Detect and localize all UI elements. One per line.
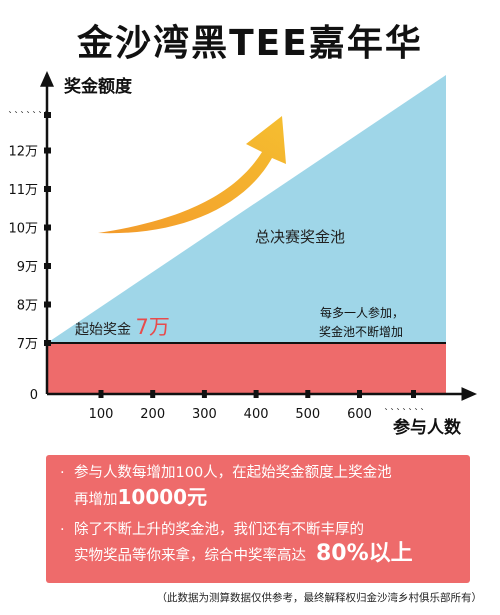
x-axis-label: 参与人数 [393,417,462,438]
x-tick-mark [201,390,207,398]
y-tick-mark [44,112,51,118]
x-tick-label: 600 [347,407,372,422]
area-label: 总决赛奖金池 [255,228,345,246]
info-text-1: 参与人数每增加100人，在起始奖金额度上奖金池 [74,465,392,481]
x-tick-label: 200 [140,407,165,422]
x-tick-mark [150,390,156,398]
y-tick-label: 7万 [17,337,38,352]
bullet: · [60,465,65,481]
y-axis-label: 奖金额度 [64,76,133,97]
x-tick-label: 300 [192,407,217,422]
y-tick-label: 10万 [8,222,38,237]
info-line-4: 实物奖品等你来拿，综合中奖率高达 80%以上 [60,542,460,568]
y-tick-label: 12万 [8,145,38,160]
footnote: （此数据为测算数据仅供参考，最终解释权归金沙湾乡村俱乐部所有） [156,592,483,604]
prize-chart: 0 7万 8万 9万 10万 11万 12万 100 200 300 400 500 600 奖金额度… [8,71,477,438]
note-line-1: 每多一人参加， [320,305,404,320]
x-tick-mark [98,390,104,398]
y-tick-mark [44,340,51,346]
growth-arrow [98,116,286,234]
y-tick-label: 9万 [17,260,38,275]
bullet: · [60,522,65,538]
x-tick-mark [253,390,259,398]
x-tick-mark [357,390,362,398]
base-label: 起始奖金 7万 [75,315,170,339]
y-tick-mark [44,263,51,269]
y-tick-mark [44,186,51,192]
base-prize-area [47,343,446,394]
note-line-2: 奖金池不断增加 [319,324,403,339]
y-tick-mark [44,147,51,154]
info-text-4: 实物奖品等你来拿，综合中奖率高达 [74,548,306,564]
info-amount: 10000元 [117,485,208,509]
y-tick-mark [44,224,51,231]
x-tick-label: 100 [89,407,114,422]
info-text-2: 再增加 [74,492,118,508]
x-tick-mark [411,390,416,398]
x-tick-mark [305,390,311,398]
base-label-amount: 7万 [135,315,169,339]
info-line-3: · 除了不断上升的奖金池，我们还有不断丰厚的 [60,518,460,542]
page-title: 金沙湾黑TEE嘉年华 [77,23,423,64]
info-line-2: 再增加10000元 [60,485,460,512]
x-axis-break-marks: ˋˋˋˋˋˋˋ [384,407,426,419]
y-axis-break-marks: ˋˋˋˋˋˋˋ [8,110,50,122]
info-box: · 参与人数每增加100人，在起始奖金额度上奖金池 再增加10000元 · 除了不断… [46,455,470,583]
prize-pool-area [47,75,446,343]
info-line-1: · 参与人数每增加100人，在起始奖金额度上奖金池 [60,461,460,485]
info-rate: 80%以上 [316,541,413,566]
x-tick-label: 400 [244,407,269,422]
base-label-text: 起始奖金 [75,321,131,338]
y-tick-label: 8万 [17,299,38,314]
info-text-3: 除了不断上升的奖金池，我们还有不断丰厚的 [74,522,364,538]
x-tick-label: 500 [295,407,320,422]
y-tick-label: 11万 [8,183,38,198]
y-tick-mark [44,301,51,308]
y-tick-label: 0 [30,388,38,403]
